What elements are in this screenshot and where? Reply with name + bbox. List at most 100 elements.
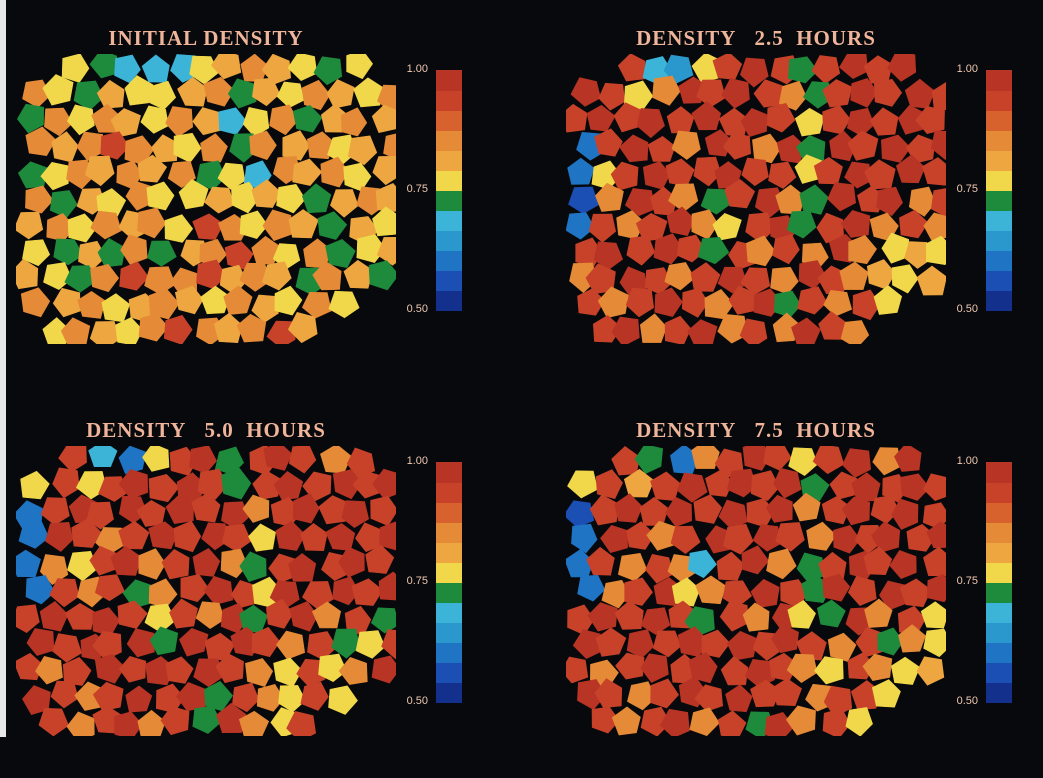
cell-polygon — [598, 82, 626, 111]
cell-polygon — [167, 160, 196, 188]
cell-polygon — [147, 240, 177, 267]
colorbar-segment — [436, 462, 462, 483]
colorbar-segment — [986, 210, 1012, 231]
cell-polygon — [712, 54, 743, 80]
colorbar-segment — [436, 210, 462, 231]
panel-title: DENSITY 2.5 HOURS — [636, 26, 876, 50]
cell-polygon — [173, 132, 202, 163]
cell-polygon — [640, 607, 671, 635]
cell-polygon — [890, 656, 921, 685]
colorbar-segment — [436, 642, 462, 663]
cell-polygon — [814, 656, 844, 685]
cell-polygon — [313, 56, 343, 86]
cell-polygon — [916, 656, 945, 686]
cell-polygon — [880, 134, 911, 163]
cell-polygon — [38, 707, 69, 736]
cell-polygon — [925, 235, 946, 266]
cell-polygon — [301, 291, 332, 319]
cell-polygon — [165, 494, 194, 525]
cell-polygon — [752, 133, 782, 164]
cell-polygon — [566, 656, 589, 684]
cell-polygon — [372, 468, 396, 500]
cell-polygon — [60, 317, 91, 344]
cell-polygon — [101, 293, 131, 323]
cell-polygon — [312, 261, 342, 291]
cell-polygon — [292, 105, 323, 133]
cell-polygon — [276, 81, 305, 109]
cell-polygon — [670, 525, 701, 554]
cell-polygon — [118, 469, 149, 500]
cell-polygon — [611, 316, 640, 344]
cell-polygon — [251, 179, 282, 208]
cell-polygon — [173, 520, 202, 553]
cell-polygon — [797, 286, 828, 315]
cell-polygon — [22, 685, 51, 715]
cell-polygon — [862, 653, 893, 682]
cell-polygon — [775, 184, 806, 215]
cell-polygon — [887, 54, 917, 82]
cell-polygon — [916, 265, 946, 296]
cell-polygon — [200, 285, 231, 315]
colorbar-segment — [986, 150, 1012, 171]
cell-polygon — [203, 76, 235, 107]
colorbar-segment — [436, 90, 462, 111]
panel-title: INITIAL DENSITY — [108, 26, 304, 50]
colorbar-segment — [436, 230, 462, 251]
cell-polygon — [877, 627, 904, 656]
panel-density-7-5-hours: DENSITY 7.5 HOURS 1.00 0.75 0.50 — [566, 418, 1043, 778]
panel-density-5-0-hours: DENSITY 5.0 HOURS 1.00 0.75 0.50 — [16, 418, 516, 778]
cell-polygon — [223, 285, 253, 315]
cell-polygon — [691, 101, 722, 131]
cell-polygon — [839, 261, 869, 290]
cell-polygon — [77, 291, 106, 319]
cell-polygon — [370, 495, 396, 527]
cell-polygon — [926, 521, 946, 549]
cell-polygon — [567, 604, 595, 636]
cell-polygon — [16, 103, 45, 134]
cell-polygon — [263, 446, 293, 471]
cell-polygon — [786, 210, 817, 239]
cell-polygon — [677, 626, 709, 657]
cell-polygon — [771, 623, 799, 654]
cell-polygon — [338, 546, 365, 578]
cell-polygon — [645, 553, 674, 584]
cell-polygon — [67, 550, 98, 582]
cell-polygon — [634, 446, 664, 474]
cell-polygon — [773, 467, 802, 499]
cell-polygon — [148, 473, 180, 503]
cell-polygon — [844, 161, 872, 189]
cell-polygon — [292, 158, 323, 186]
cell-polygon — [118, 655, 147, 683]
cell-polygon — [125, 685, 153, 713]
cell-polygon — [871, 679, 901, 708]
cell-polygon — [863, 546, 893, 576]
cell-polygon — [586, 104, 616, 132]
cell-polygon — [870, 107, 899, 136]
colorbar-segment — [436, 290, 462, 311]
cell-polygon — [571, 523, 598, 554]
cell-polygon — [593, 241, 624, 271]
cell-polygon — [635, 213, 668, 242]
cell-polygon — [639, 313, 668, 343]
cell-polygon — [117, 600, 148, 629]
cell-polygon — [617, 552, 648, 582]
cell-polygon — [192, 107, 221, 136]
cell-polygon — [863, 55, 893, 84]
cell-polygon — [806, 521, 837, 551]
cell-polygon — [822, 708, 851, 736]
colorbar-segment — [986, 502, 1012, 523]
colorbar-segment — [436, 542, 462, 563]
cell-polygon — [169, 598, 198, 629]
cell-polygon — [766, 548, 797, 580]
cell-polygon — [26, 628, 55, 656]
cell-polygon — [148, 521, 179, 550]
colorbar-label-mid: 0.75 — [956, 575, 978, 587]
cell-polygon — [772, 234, 800, 265]
cell-polygon — [775, 522, 805, 552]
colorbar-segment — [986, 482, 1012, 503]
cell-polygon — [67, 104, 95, 136]
cell-polygon — [847, 130, 879, 161]
cell-polygon — [889, 550, 917, 580]
cell-polygon — [288, 446, 317, 474]
cell-polygon — [248, 523, 276, 552]
